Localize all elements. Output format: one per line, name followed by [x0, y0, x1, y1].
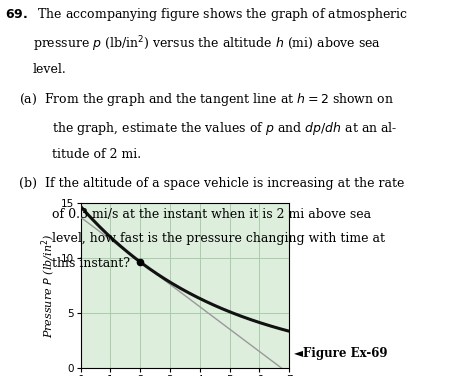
Text: (b)  If the altitude of a space vehicle is increasing at the rate: (b) If the altitude of a space vehicle i… — [19, 177, 404, 190]
Text: $\mathbf{69.}$  The accompanying figure shows the graph of atmospheric: $\mathbf{69.}$ The accompanying figure s… — [5, 6, 408, 23]
Text: this instant?: this instant? — [52, 257, 130, 270]
Text: ◄Figure Ex-69: ◄Figure Ex-69 — [294, 347, 387, 360]
Text: pressure $p$ (lb/in$^2$) versus the altitude $h$ (mi) above sea: pressure $p$ (lb/in$^2$) versus the alti… — [33, 35, 381, 54]
Text: (a)  From the graph and the tangent line at $h = 2$ shown on: (a) From the graph and the tangent line … — [19, 91, 394, 108]
Text: level.: level. — [33, 63, 67, 76]
Text: titude of 2 mi.: titude of 2 mi. — [52, 148, 141, 161]
Text: of 0.3 mi/s at the instant when it is 2 mi above sea: of 0.3 mi/s at the instant when it is 2 … — [52, 208, 371, 221]
Text: level, how fast is the pressure changing with time at: level, how fast is the pressure changing… — [52, 232, 385, 246]
Text: the graph, estimate the values of $p$ and $dp/dh$ at an al-: the graph, estimate the values of $p$ an… — [52, 120, 397, 137]
Y-axis label: Pressure $P$ (lb/in$^2$): Pressure $P$ (lb/in$^2$) — [39, 233, 58, 338]
